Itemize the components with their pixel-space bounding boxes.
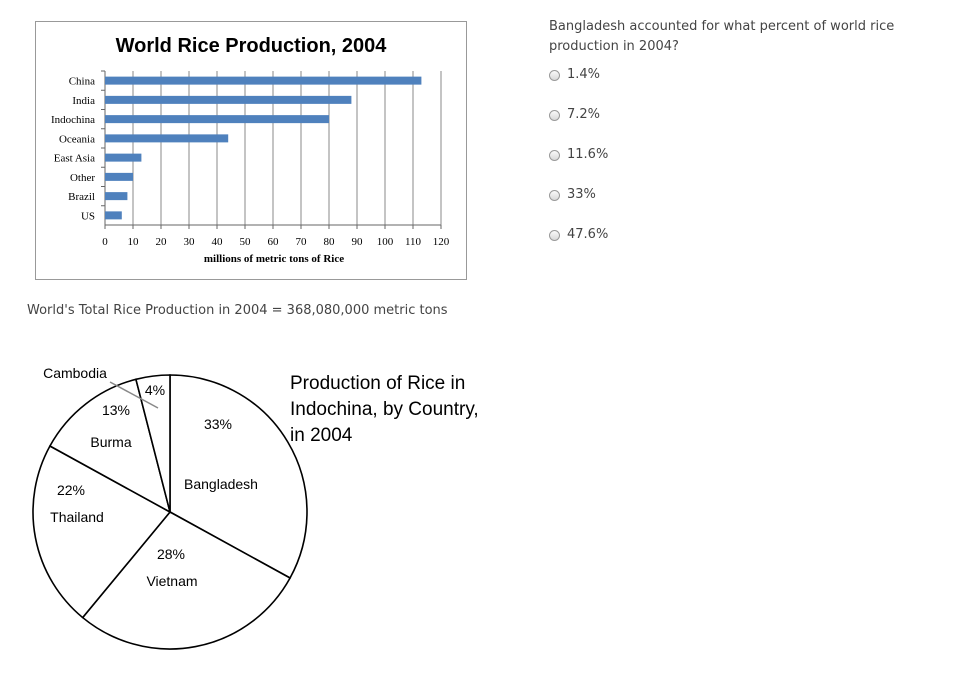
x-tick-label: 60	[268, 236, 280, 248]
x-tick-label: 40	[212, 236, 224, 248]
x-tick-label: 10	[128, 236, 140, 248]
total-production-text: World's Total Rice Production in 2004 = …	[27, 303, 448, 318]
answer-option[interactable]: 1.4%	[549, 67, 608, 107]
y-category-label: Other	[70, 172, 95, 184]
y-category-label: India	[72, 95, 95, 107]
y-category-label: Oceania	[59, 133, 95, 145]
bar-other	[105, 172, 133, 181]
y-category-label: East Asia	[54, 153, 95, 165]
pie-percent-label: 33%	[204, 416, 232, 432]
x-axis-label: millions of metric tons of Rice	[204, 253, 344, 265]
x-tick-label: 30	[184, 236, 196, 248]
answer-option-label: 11.6%	[567, 147, 609, 162]
pie-slice-vietnam	[81, 510, 292, 650]
y-category-label: Indochina	[51, 114, 95, 126]
pie-chart: 33% Bangladesh 28% Vietnam 22% Thailand 13% Bur…	[32, 365, 308, 650]
pie-slice-label: Thailand	[50, 509, 104, 525]
pie-slice-label: Cambodia	[43, 365, 107, 381]
pie-percent-label: 13%	[102, 402, 130, 418]
answer-option-label: 1.4%	[567, 67, 601, 82]
pie-slice-cambodia	[134, 374, 171, 513]
answer-option-label: 33%	[567, 187, 596, 202]
answer-option-label: 7.2%	[567, 107, 601, 122]
x-tick-label: 80	[324, 236, 336, 248]
answer-options: 1.4% 7.2% 11.6% 33% 47.6%	[549, 67, 608, 267]
radio-button[interactable]	[549, 110, 560, 121]
answer-option[interactable]: 47.6%	[549, 227, 608, 267]
bar-brazil	[105, 192, 128, 201]
bar-chart-panel: World Rice Production, 2004 0 10 20 30 40 50 60…	[35, 21, 467, 280]
pie-percent-label: 28%	[157, 546, 185, 562]
bar-east-asia	[105, 153, 142, 162]
bar-china	[105, 76, 422, 85]
radio-button[interactable]	[549, 150, 560, 161]
pie-slice-thailand	[32, 444, 172, 619]
pie-percent-label: 4%	[145, 382, 165, 398]
y-category-label: Brazil	[68, 191, 95, 203]
x-tick-label: 110	[405, 236, 422, 248]
bar-oceania	[105, 134, 229, 143]
pie-slice-burma	[48, 378, 172, 514]
bar-chart-title: World Rice Production, 2004	[116, 35, 388, 57]
pie-slice-label: Burma	[90, 434, 131, 450]
x-tick-label: 120	[433, 236, 450, 248]
answer-option[interactable]: 11.6%	[549, 147, 608, 187]
bar-us	[105, 211, 122, 220]
bar-chart: World Rice Production, 2004 0 10 20 30 40 50 60…	[51, 35, 450, 265]
x-tick-label: 70	[296, 236, 308, 248]
pie-slice-bangladesh	[169, 374, 308, 580]
pie-percent-label: 22%	[57, 482, 85, 498]
x-tick-label: 50	[240, 236, 252, 248]
answer-option[interactable]: 33%	[549, 187, 608, 227]
answer-option-label: 47.6%	[567, 227, 609, 242]
bar-india	[105, 95, 352, 104]
cambodia-leader-line	[109, 381, 159, 409]
radio-button[interactable]	[549, 70, 560, 81]
x-tick-label: 20	[156, 236, 168, 248]
y-category-label: US	[81, 210, 95, 222]
x-tick-label: 100	[377, 236, 394, 248]
bar-indochina	[105, 115, 329, 124]
y-category-label: China	[69, 76, 95, 88]
x-tick-label: 0	[102, 236, 108, 248]
question-text: Bangladesh accounted for what percent of…	[549, 19, 895, 54]
answer-option[interactable]: 7.2%	[549, 107, 608, 147]
radio-button[interactable]	[549, 230, 560, 241]
radio-button[interactable]	[549, 190, 560, 201]
pie-slice-label: Bangladesh	[184, 476, 258, 492]
pie-chart-title: Production of Rice in Indochina, by Coun…	[290, 373, 479, 446]
x-tick-label: 90	[352, 236, 364, 248]
pie-slice-label: Vietnam	[146, 573, 197, 589]
